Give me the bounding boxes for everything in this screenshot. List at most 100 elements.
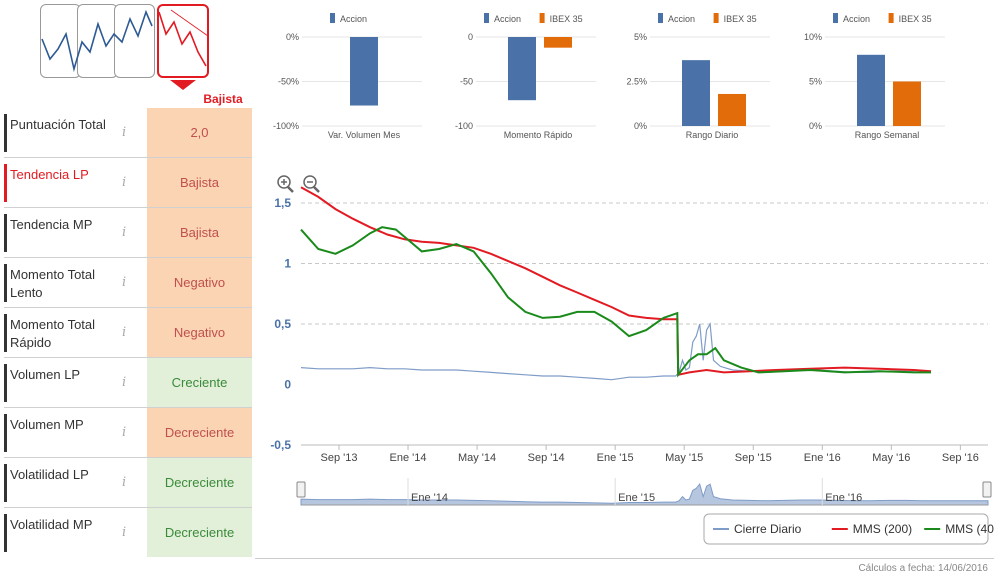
- legend-swatch: [713, 13, 719, 23]
- indicator-row-tendencia-lp: Tendencia LP i Bajista: [4, 158, 252, 208]
- trend-thumb-1[interactable]: [40, 4, 81, 78]
- series-mms-200[interactable]: [300, 186, 932, 377]
- zoom-in-icon[interactable]: [277, 175, 294, 193]
- legend-swatch: [888, 13, 894, 23]
- y-tick-label: 0%: [286, 32, 299, 42]
- indicator-label: Momento Total Rápido: [10, 317, 96, 350]
- bar-accion[interactable]: [508, 37, 536, 101]
- y-tick-label: 0%: [809, 121, 822, 131]
- y-tick-label: 0: [468, 32, 473, 42]
- legend-label[interactable]: MMS (40): [945, 522, 994, 536]
- indicator-row-puntuacion: Puntuación Total i 2,0: [4, 108, 252, 158]
- navigator-handle[interactable]: [982, 481, 992, 498]
- indicator-row-volumen-mp: Volumen MP i Decreciente: [4, 408, 252, 458]
- legend-swatch: [330, 13, 335, 23]
- legend-label: IBEX 35: [724, 14, 757, 24]
- y-tick-label: 10%: [804, 32, 822, 42]
- chart-title: Var. Volumen Mes: [328, 130, 401, 140]
- indicator-value: Negativo: [147, 258, 252, 307]
- legend-swatch: [484, 13, 489, 23]
- legend-label[interactable]: MMS (200): [853, 522, 912, 536]
- indicator-row-momento-rapido: Momento Total Rápido i Negativo: [4, 308, 252, 358]
- legend-label[interactable]: Cierre Diario: [734, 522, 802, 536]
- y-tick-label: -100%: [273, 121, 299, 131]
- x-tick-label: May '14: [458, 452, 496, 464]
- indicator-value: Decreciente: [147, 458, 252, 507]
- navigator-series: [300, 483, 989, 506]
- legend-label: Accion: [668, 14, 695, 24]
- info-icon[interactable]: i: [122, 175, 127, 190]
- indicator-row-volumen-lp: Volumen LP i Creciente: [4, 358, 252, 408]
- bar-ibex-35[interactable]: [544, 37, 572, 48]
- indicator-label: Volatilidad LP: [10, 467, 89, 482]
- trend-thumb-bajista[interactable]: [157, 4, 209, 78]
- indicator-value: 2,0: [147, 108, 252, 157]
- chart-legend: Cierre Diario MMS (200) MMS (40): [703, 513, 994, 545]
- x-tick-label: Ene '15: [597, 452, 634, 464]
- chart-title: Momento Rápido: [504, 130, 573, 140]
- info-icon[interactable]: i: [122, 475, 127, 490]
- bar-ibex-35[interactable]: [718, 93, 746, 126]
- y-tick-label: 0%: [634, 121, 647, 131]
- indicator-row-volatilidad-lp: Volatilidad LP i Decreciente: [4, 458, 252, 508]
- info-icon[interactable]: i: [122, 425, 127, 440]
- indicator-label: Puntuación Total: [10, 117, 106, 132]
- bar-accion[interactable]: [682, 60, 710, 126]
- chart-title: Rango Diario: [686, 130, 739, 140]
- indicator-value: Decreciente: [147, 408, 252, 457]
- bar-accion[interactable]: [350, 37, 378, 106]
- price-chart: 1,5 1 0,5 0 -0,5 Sep '13 Ene '14 May '14 Sep '1…: [270, 175, 994, 545]
- legend-label: Accion: [494, 14, 521, 24]
- y-tick-label: 5%: [634, 32, 647, 42]
- calculation-date: Cálculos a fecha: 14/06/2016: [858, 563, 988, 574]
- indicator-value: Bajista: [147, 208, 252, 257]
- bar-ibex-35[interactable]: [893, 81, 921, 127]
- bar-accion[interactable]: [857, 54, 885, 126]
- y-tick-label: 2.5%: [626, 77, 647, 87]
- y-tick-label: 0: [284, 378, 291, 392]
- trend-sparkline: [41, 9, 209, 90]
- range-navigator[interactable]: Ene '14 Ene '15 Ene '16: [296, 478, 992, 506]
- legend-swatch: [833, 13, 838, 23]
- footer-divider: [255, 558, 994, 559]
- info-icon[interactable]: i: [122, 375, 127, 390]
- trend-thumb-2[interactable]: [77, 4, 118, 78]
- navigator-handle[interactable]: [296, 481, 306, 498]
- info-icon[interactable]: i: [122, 225, 127, 240]
- legend-swatch: [658, 13, 663, 23]
- indicator-row-volatilidad-mp: Volatilidad MP i Decreciente: [4, 508, 252, 558]
- series-mms-40[interactable]: [300, 226, 931, 378]
- legend-label: Accion: [843, 14, 870, 24]
- indicator-label: Momento Total Lento: [10, 267, 96, 300]
- indicator-label: Tendencia LP: [10, 167, 89, 182]
- info-icon[interactable]: i: [122, 525, 127, 540]
- x-tick-label: Sep '16: [942, 452, 979, 464]
- indicator-row-tendencia-mp: Tendencia MP i Bajista: [4, 208, 252, 258]
- indicator-table: Puntuación Total i 2,0 Tendencia LP i Bajist…: [4, 108, 252, 558]
- navigator-label: Ene '15: [618, 492, 655, 504]
- info-icon[interactable]: i: [122, 275, 127, 290]
- chart-rango-diario: Accion IBEX 35 5% 2.5% 0% Rango Diario: [620, 8, 780, 148]
- chart-momento-rapido: Accion IBEX 35 0 -50 -100 Momento Rápido: [446, 8, 606, 148]
- chart-rango-semanal: Accion IBEX 35 10% 5% 0% Rango Semanal: [795, 8, 955, 148]
- y-tick-label: -100: [455, 121, 473, 131]
- y-tick-label: 1: [284, 257, 291, 271]
- y-tick-label: -0,5: [270, 438, 291, 452]
- trend-selector: Bajista: [40, 4, 243, 106]
- navigator-label: Ene '14: [411, 492, 448, 504]
- legend-label: IBEX 35: [550, 14, 583, 24]
- indicator-label: Volumen LP: [10, 367, 81, 382]
- zoom-out-icon[interactable]: [303, 175, 320, 193]
- trend-label: Bajista: [203, 92, 243, 106]
- x-tick-label: Ene '16: [804, 452, 841, 464]
- info-icon[interactable]: i: [122, 125, 127, 140]
- y-tick-label: 1,5: [274, 196, 291, 210]
- info-icon[interactable]: i: [122, 325, 127, 340]
- legend-swatch: [539, 13, 545, 23]
- x-tick-label: Sep '13: [320, 452, 357, 464]
- indicator-label: Volumen MP: [10, 417, 84, 432]
- indicator-value: Bajista: [147, 158, 252, 207]
- indicator-value: Decreciente: [147, 508, 252, 557]
- x-tick-label: May '16: [872, 452, 910, 464]
- indicator-label: Volatilidad MP: [10, 517, 93, 532]
